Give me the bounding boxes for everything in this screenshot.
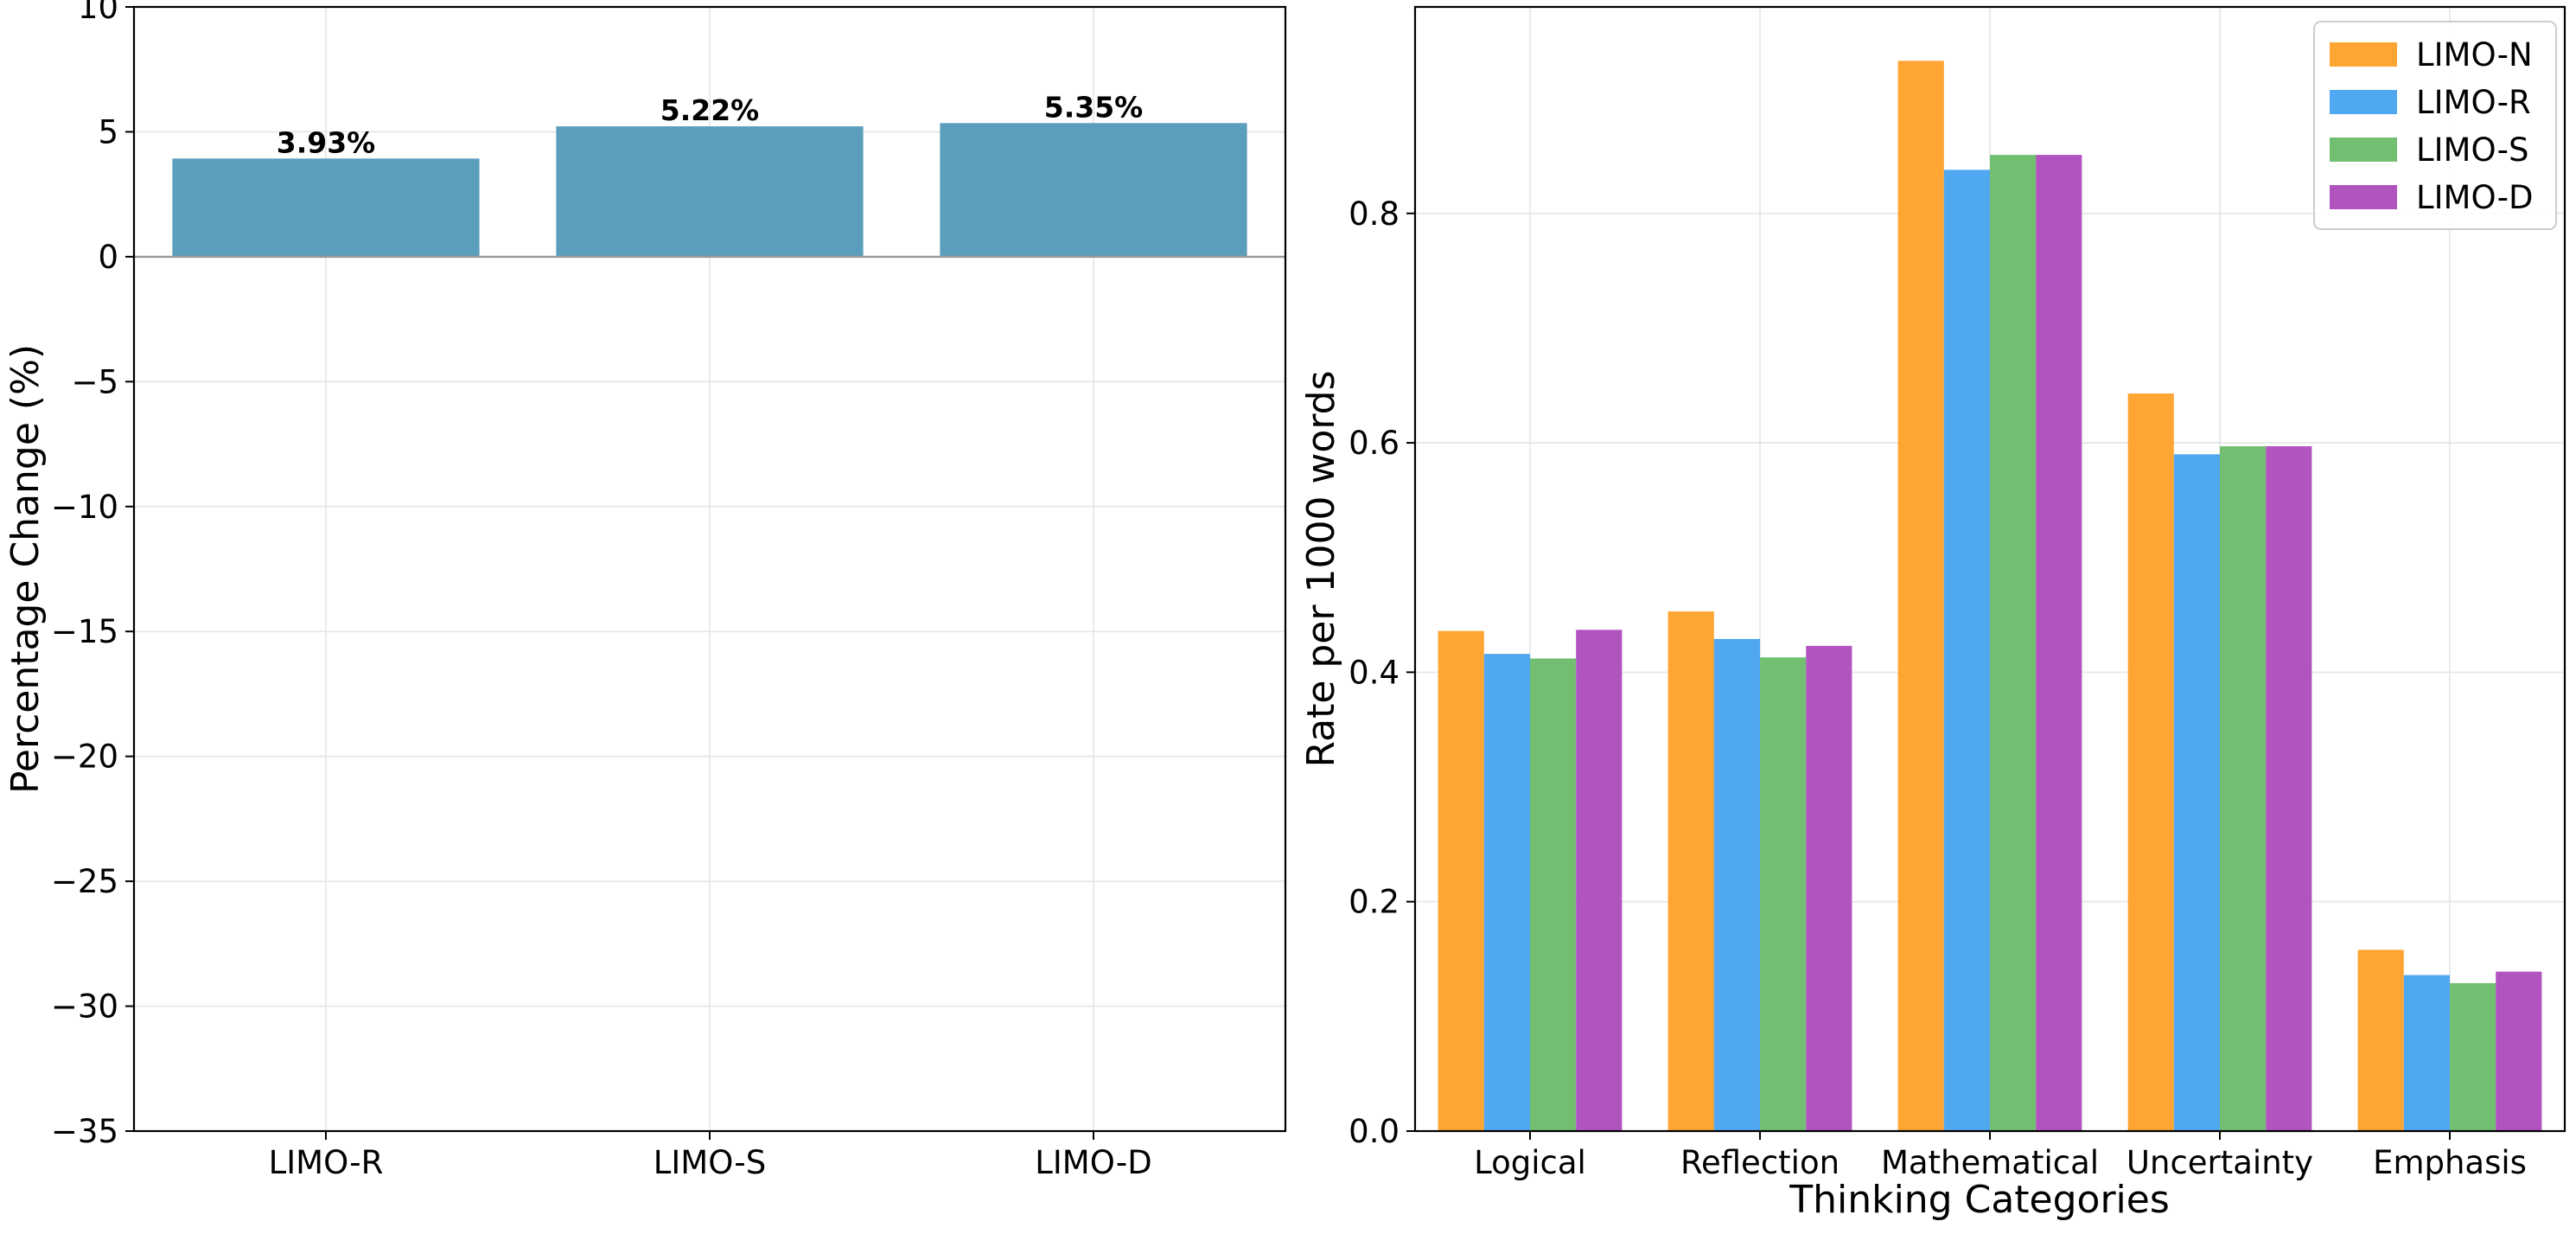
legend-swatch xyxy=(2330,90,2397,114)
bar-LIMO-S-Reflection xyxy=(1760,657,1807,1131)
bar-LIMO-S-Mathematical xyxy=(1990,155,2037,1132)
bar-LIMO-N-Mathematical xyxy=(1897,61,1944,1132)
legend-swatch xyxy=(2330,42,2397,67)
bar-LIMO-S-Uncertainty xyxy=(2220,446,2267,1131)
y-tick-label: −5 xyxy=(71,363,118,400)
legend-label: LIMO-D xyxy=(2416,179,2533,216)
legend-swatch xyxy=(2330,137,2397,162)
x-tick-label: LIMO-R xyxy=(269,1144,384,1181)
y-tick-label: 5 xyxy=(98,113,118,150)
bar-LIMO-R-Emphasis xyxy=(2403,975,2450,1131)
bar-LIMO-N-Reflection xyxy=(1667,611,1714,1131)
legend-swatch xyxy=(2330,185,2397,209)
y-tick-label: 10 xyxy=(78,0,118,26)
x-tick-label: Logical xyxy=(1474,1144,1586,1181)
bar-LIMO-D-Mathematical xyxy=(2036,155,2082,1132)
y-tick-label: 0.0 xyxy=(1349,1113,1400,1150)
legend-label: LIMO-S xyxy=(2416,131,2528,169)
bar-LIMO-D-Logical xyxy=(1576,630,1623,1131)
legend-label: LIMO-N xyxy=(2416,36,2533,74)
x-tick-label: Emphasis xyxy=(2373,1144,2527,1181)
y-tick-label: 0.6 xyxy=(1349,425,1400,462)
x-tick-label: Mathematical xyxy=(1881,1144,2099,1181)
y-tick-label: −35 xyxy=(51,1113,118,1150)
percentage-change-chart: 3.93% 5.22% 5.35% 10 5 0 −5 −10 −15 −20 −25 −30 −35… xyxy=(3,0,1287,1181)
y-tick-label: −20 xyxy=(51,738,118,776)
bar-LIMO-N-Uncertainty xyxy=(2127,393,2174,1132)
bar-LIMO-D-Reflection xyxy=(1806,645,1852,1131)
y-tick-label: 0.8 xyxy=(1349,195,1400,233)
legend-label: LIMO-R xyxy=(2416,84,2531,121)
bar-LIMO-D-Emphasis xyxy=(2496,971,2542,1131)
bar-LIMO-N-Emphasis xyxy=(2357,949,2404,1131)
thinking-categories-chart: 0.0 0.2 0.4 0.6 0.8 Logical Reflection Mathema… xyxy=(1299,5,2566,1222)
bar-LIMO-R-Logical xyxy=(1483,654,1530,1131)
bar-LIMO-S-Logical xyxy=(1530,658,1577,1131)
y-tick-label: 0 xyxy=(98,239,118,276)
bar-LIMO-R xyxy=(172,158,480,257)
legend: LIMO-N LIMO-R LIMO-S LIMO-D xyxy=(2313,21,2557,230)
legend-box xyxy=(2313,21,2557,230)
y-axis-label: Rate per 1000 words xyxy=(1299,371,1343,768)
data-label: 3.93% xyxy=(277,125,376,159)
data-label: 5.22% xyxy=(660,93,760,127)
bar-LIMO-D xyxy=(940,123,1247,257)
x-tick-label: Uncertainty xyxy=(2126,1144,2313,1181)
bar-LIMO-N-Logical xyxy=(1438,630,1484,1131)
bar-LIMO-S-Emphasis xyxy=(2450,982,2496,1131)
x-tick-label: LIMO-D xyxy=(1035,1144,1151,1181)
bar-LIMO-D-Uncertainty xyxy=(2266,446,2312,1131)
y-axis-label: Percentage Change (%) xyxy=(3,344,48,794)
y-tick-label: 0.4 xyxy=(1349,654,1400,691)
bar-LIMO-R-Mathematical xyxy=(1943,169,1990,1132)
x-tick-label: Reflection xyxy=(1680,1144,1840,1181)
bar-LIMO-R-Reflection xyxy=(1713,638,1760,1131)
data-label: 5.35% xyxy=(1044,90,1144,124)
y-tick-label: −15 xyxy=(51,613,118,650)
bar-LIMO-S xyxy=(556,126,864,257)
bar-LIMO-R-Uncertainty xyxy=(2173,454,2220,1131)
y-tick-label: 0.2 xyxy=(1349,884,1400,921)
x-axis-label: Thinking Categories xyxy=(1789,1178,2170,1222)
x-tick-label: LIMO-S xyxy=(654,1144,766,1181)
y-tick-label: −10 xyxy=(51,489,118,526)
y-tick-label: −25 xyxy=(51,863,118,900)
y-tick-label: −30 xyxy=(51,988,118,1026)
